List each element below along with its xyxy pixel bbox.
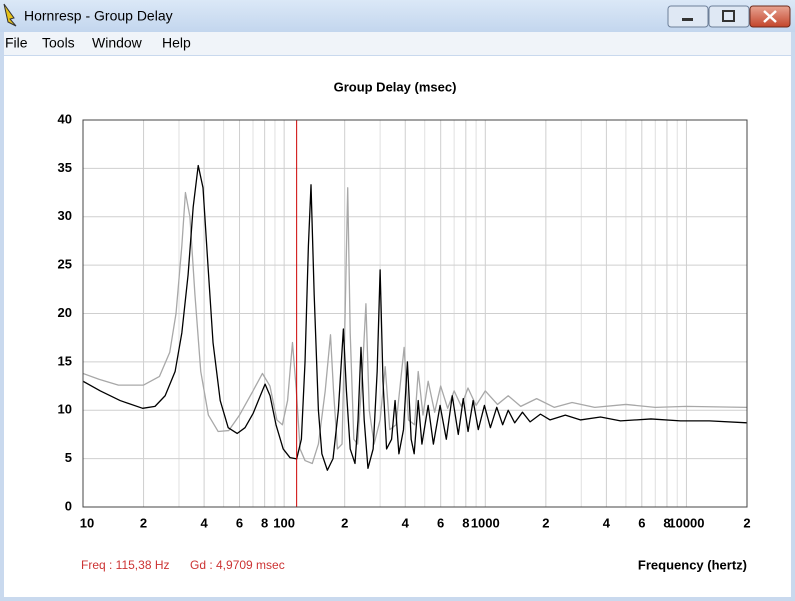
x-tick-label: 8 [462,515,469,530]
y-tick-label: 10 [58,402,72,417]
plot-frame [82,119,748,508]
y-tick-label: 0 [65,498,72,513]
status-gd: Gd : 4,9709 msec [190,558,285,572]
status-freq: Freq : 115,38 Hz [81,558,170,572]
x-tick-label: 2 [140,515,147,530]
x-tick-label: 6 [638,515,645,530]
chart-title: Group Delay (msec) [334,79,457,94]
menu-bar [4,32,791,55]
x-tick-label: 4 [200,515,208,530]
x-tick-label: 2 [743,515,750,530]
x-tick-label: 10000 [668,515,704,530]
y-tick-label: 5 [65,450,72,465]
menu-item[interactable]: Window [92,35,143,51]
y-tick-label: 35 [58,160,72,175]
menu-item[interactable]: File [5,35,28,51]
x-tick-label: 100 [273,515,295,530]
x-tick-label: 2 [542,515,549,530]
app-icon [3,3,17,27]
y-tick-label: 15 [58,353,72,368]
plot-series [83,164,747,471]
x-tick-label: 4 [402,515,410,530]
menu-item[interactable]: Tools [42,35,75,51]
y-tick-label: 30 [58,208,72,223]
x-tick-label: 6 [437,515,444,530]
minimize-button[interactable] [667,5,709,28]
x-tick-label: 4 [603,515,611,530]
x-tick-label: 10 [80,515,94,530]
x-tick-label: 1000 [471,515,500,530]
y-tick-label: 40 [58,111,72,126]
x-tick-label: 2 [341,515,348,530]
maximize-button[interactable] [708,5,750,28]
x-tick-label: 6 [236,515,243,530]
menu-item[interactable]: Help [162,35,191,51]
x-axis-label: Frequency (hertz) [638,557,747,572]
data-line [83,164,747,471]
y-tick-label: 25 [58,257,72,272]
x-tick-label: 8 [663,515,670,530]
close-button[interactable] [749,5,791,28]
data-line [83,187,747,465]
y-tick-label: 20 [58,305,72,320]
title-bar [0,0,795,32]
x-tick-label: 8 [261,515,268,530]
window-title: Hornresp - Group Delay [24,8,173,24]
